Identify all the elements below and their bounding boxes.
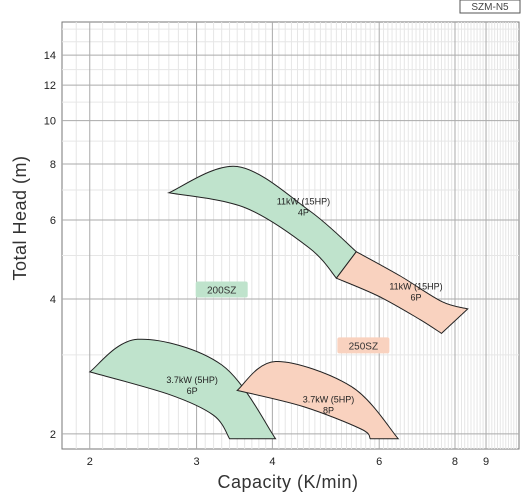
x-tick-label: 4 [269, 456, 275, 468]
region-2 [335, 251, 469, 335]
y-tick-label: 2 [50, 429, 56, 441]
region-label: 4P [298, 207, 309, 217]
x-tick-label: 6 [376, 456, 382, 468]
region-label: 8P [323, 405, 334, 415]
x-axis-title: Capacity (K/min) [217, 472, 358, 492]
y-axis-title: Total Head (m) [10, 155, 30, 280]
region-label: 6P [187, 386, 198, 396]
model-badge-text: SZM-N5 [471, 2, 509, 13]
region-label: 11kW (15HP) [389, 281, 442, 291]
y-tick-label: 12 [44, 80, 56, 92]
y-tick-label: 14 [44, 50, 56, 62]
region-label: 3.7kW (5HP) [303, 394, 355, 404]
region-label: 6P [411, 292, 422, 302]
x-tick-label: 9 [483, 456, 489, 468]
x-tick-label: 3 [194, 456, 200, 468]
y-tick-label: 6 [50, 215, 56, 227]
region-4 [236, 360, 400, 440]
series-tag-label: 200SZ [207, 285, 236, 296]
y-tick-label: 8 [50, 159, 56, 171]
x-tick-label: 2 [87, 456, 93, 468]
y-tick-label: 10 [44, 116, 56, 128]
model-badge: SZM-N5 [459, 0, 521, 14]
region-label: 3.7kW (5HP) [166, 375, 218, 385]
region-3 [88, 338, 277, 440]
y-tick-label: 4 [50, 294, 56, 306]
series-tag-box [195, 281, 248, 298]
series-tag-label: 250SZ [349, 341, 378, 352]
region-label: 11kW (15HP) [277, 196, 330, 206]
axis-ticks: 2 3 4 6 8 9 2 4 6 8 10 12 14 [44, 50, 489, 468]
series-tag-box [337, 337, 390, 354]
x-tick-label: 8 [452, 456, 458, 468]
series-tags: 200SZ 250SZ [195, 281, 390, 354]
